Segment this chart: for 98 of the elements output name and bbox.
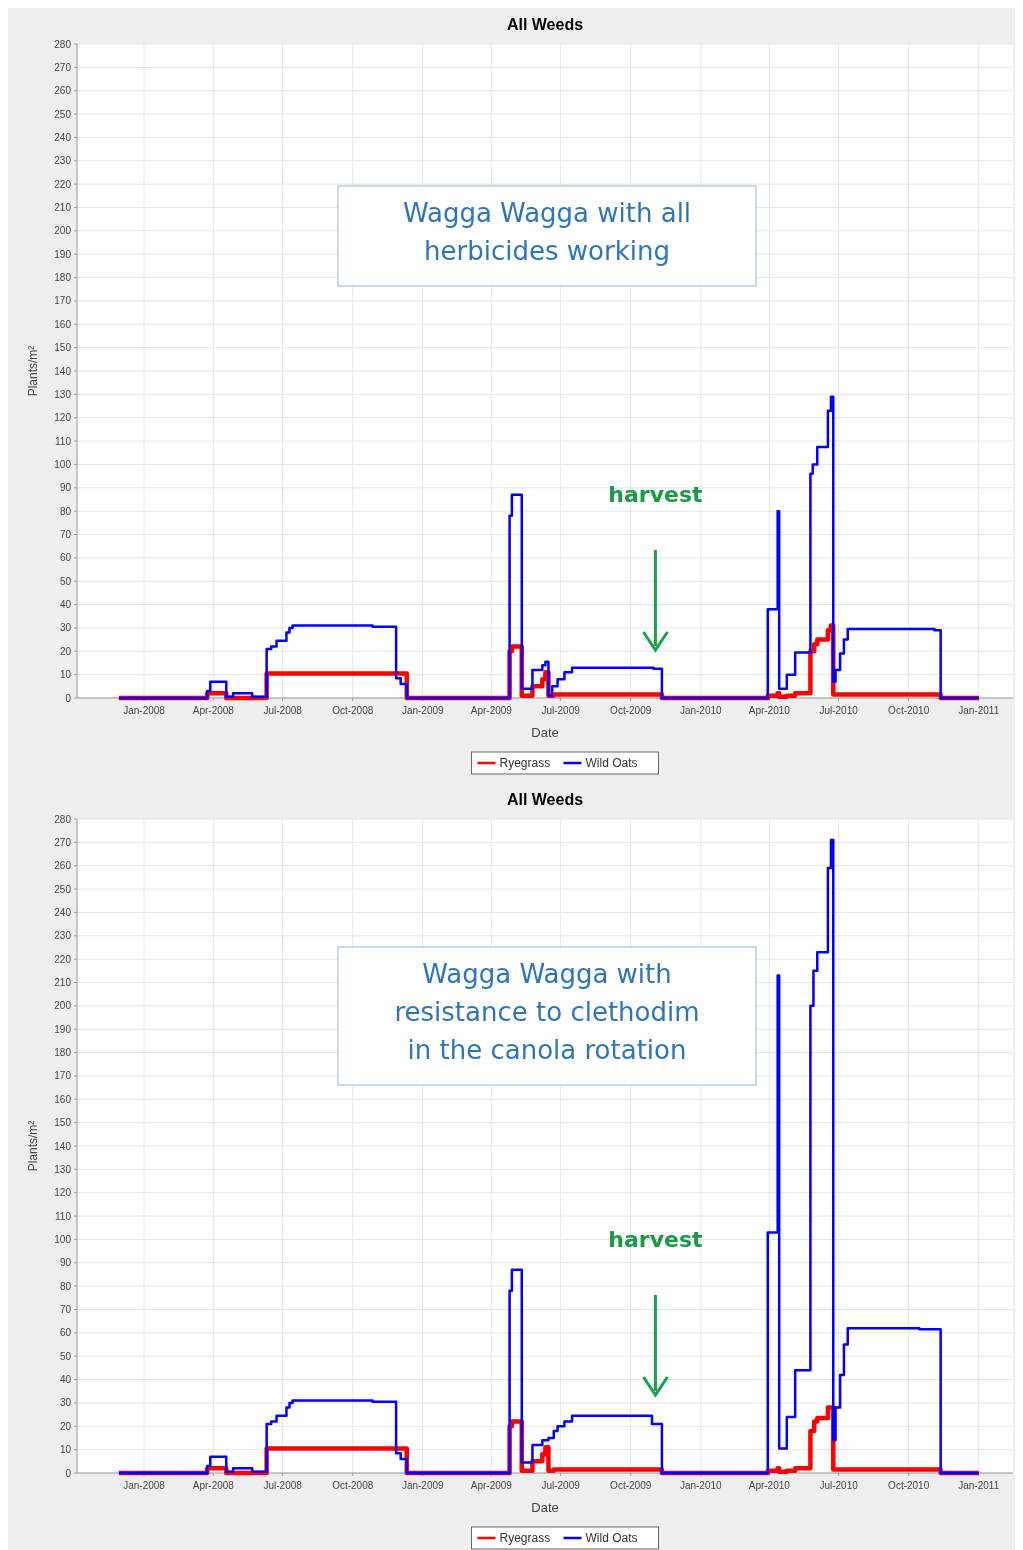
- x-tick-label: Jul-2008: [263, 1480, 303, 1491]
- y-tick-label: 90: [59, 482, 72, 494]
- annotation: Wagga Wagga with resistance to clethodim in the canola rotation: [394, 959, 700, 1065]
- legend-label: Wild Oats: [585, 756, 638, 771]
- x-tick-label: Apr-2008: [192, 1480, 235, 1491]
- annotation: harvest: [608, 482, 704, 507]
- x-tick-label: Oct-2009: [610, 705, 652, 716]
- y-tick-label: 180: [54, 1047, 72, 1059]
- y-tick-label: 140: [54, 365, 72, 377]
- y-tick-label: 210: [54, 202, 72, 213]
- y-tick-label: 20: [59, 1420, 72, 1432]
- x-tick-label: Oct-2010: [888, 1480, 930, 1491]
- y-tick-label: 220: [54, 953, 72, 965]
- y-tick-label: 10: [59, 669, 72, 681]
- x-tick-label: Apr-2010: [748, 1480, 791, 1491]
- y-tick-label: 80: [59, 1280, 72, 1292]
- x-tick-label: Jan-2011: [958, 705, 1000, 716]
- y-tick-label: 60: [59, 552, 72, 564]
- x-tick-label: Jan-2010: [679, 705, 723, 716]
- y-tick-label: 120: [54, 412, 72, 424]
- y-tick-label: 280: [54, 813, 72, 825]
- y-tick-label: 200: [54, 225, 72, 237]
- y-tick-label: 120: [54, 1187, 72, 1199]
- y-tick-label: 70: [59, 1304, 72, 1315]
- y-tick-label: 250: [54, 883, 72, 895]
- y-tick-label: 0: [65, 1467, 72, 1479]
- x-axis-title: Date: [531, 1500, 559, 1515]
- y-tick-label: 220: [54, 178, 72, 190]
- y-tick-label: 110: [55, 435, 72, 447]
- x-tick-label: Apr-2009: [470, 705, 513, 716]
- y-tick-label: 20: [59, 645, 72, 657]
- y-tick-label: 150: [54, 342, 72, 354]
- x-tick-label: Oct-2008: [332, 705, 374, 716]
- x-tick-label: Jan-2008: [123, 1480, 166, 1491]
- x-tick-label: Jan-2008: [123, 705, 166, 716]
- y-tick-label: 90: [59, 1257, 72, 1269]
- x-tick-label: Oct-2010: [888, 705, 930, 716]
- y-tick-label: 190: [54, 1023, 72, 1035]
- y-tick-label: 10: [59, 1444, 72, 1456]
- y-tick-label: 70: [59, 529, 72, 540]
- x-tick-label: Jul-2010: [819, 705, 859, 716]
- y-tick-label: 160: [54, 1093, 72, 1105]
- y-tick-label: 40: [59, 599, 72, 611]
- x-axis-title: Date: [531, 725, 559, 740]
- y-tick-label: 80: [59, 505, 72, 517]
- x-tick-label: Apr-2008: [192, 705, 235, 716]
- x-tick-label: Jan-2011: [958, 1480, 1000, 1491]
- y-tick-label: 180: [54, 272, 72, 284]
- y-tick-label: 240: [54, 906, 72, 918]
- y-tick-label: 130: [54, 1163, 72, 1175]
- y-tick-label: 210: [54, 977, 72, 988]
- x-tick-label: Jan-2009: [401, 705, 445, 716]
- y-tick-label: 160: [54, 318, 72, 330]
- y-tick-label: 250: [54, 108, 72, 120]
- y-tick-label: 170: [54, 295, 72, 307]
- annotation: harvest: [608, 1227, 704, 1252]
- x-tick-label: Jan-2010: [679, 1480, 723, 1491]
- y-tick-label: 130: [54, 388, 72, 400]
- x-tick-label: Jul-2009: [541, 1480, 581, 1491]
- y-tick-label: 260: [54, 85, 72, 97]
- legend-label: Ryegrass: [499, 1531, 551, 1546]
- y-axis-title: Plants/m²: [26, 345, 40, 397]
- x-tick-label: Oct-2008: [332, 1480, 374, 1491]
- x-tick-label: Oct-2009: [610, 1480, 652, 1491]
- y-tick-label: 200: [54, 1000, 72, 1012]
- y-tick-label: 280: [54, 38, 72, 50]
- y-tick-label: 270: [54, 836, 72, 848]
- y-tick-label: 230: [54, 155, 72, 167]
- y-tick-label: 40: [59, 1374, 72, 1386]
- y-tick-label: 30: [59, 1397, 72, 1409]
- x-tick-label: Jul-2008: [263, 705, 303, 716]
- y-tick-label: 110: [55, 1210, 72, 1222]
- x-tick-label: Jul-2010: [819, 1480, 859, 1491]
- legend-label: Wild Oats: [585, 1531, 638, 1546]
- y-tick-label: 270: [54, 61, 72, 73]
- y-tick-label: 100: [54, 1233, 72, 1245]
- y-tick-label: 50: [59, 1350, 72, 1362]
- x-tick-label: Apr-2009: [470, 1480, 513, 1491]
- legend-label: Ryegrass: [499, 756, 551, 771]
- y-axis-title: Plants/m²: [26, 1120, 40, 1172]
- y-tick-label: 240: [54, 131, 72, 143]
- x-tick-label: Jul-2009: [541, 705, 581, 716]
- y-tick-label: 170: [54, 1070, 72, 1082]
- annotation: Wagga Wagga with all herbicides working: [402, 198, 692, 266]
- x-tick-label: Jan-2009: [401, 1480, 445, 1491]
- y-tick-label: 230: [54, 930, 72, 942]
- y-tick-label: 150: [54, 1117, 72, 1129]
- y-tick-label: 260: [54, 860, 72, 872]
- x-tick-label: Apr-2010: [748, 705, 791, 716]
- y-tick-label: 30: [59, 622, 72, 634]
- y-tick-label: 50: [59, 575, 72, 587]
- y-tick-label: 100: [54, 458, 72, 470]
- y-tick-label: 190: [54, 248, 72, 260]
- y-tick-label: 0: [65, 692, 72, 704]
- y-tick-label: 140: [54, 1140, 72, 1152]
- y-tick-label: 60: [59, 1327, 72, 1339]
- chart-title: All Weeds: [506, 791, 584, 808]
- chart-title: All Weeds: [506, 16, 584, 33]
